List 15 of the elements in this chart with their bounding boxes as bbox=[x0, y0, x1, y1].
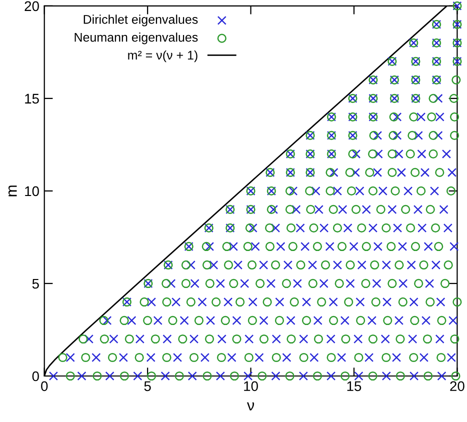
x-tick-label: 0 bbox=[41, 381, 48, 392]
legend-label: m² = ν(ν + 1) bbox=[128, 50, 198, 62]
y-tick-label: 20 bbox=[24, 1, 39, 12]
legend-label: Neumann eigenvalues bbox=[74, 32, 198, 44]
x-tick-label: 5 bbox=[144, 381, 151, 392]
x-tick-label: 15 bbox=[347, 381, 362, 392]
y-tick-label: 15 bbox=[25, 94, 39, 104]
y-axis-title: m bbox=[8, 186, 17, 196]
y-tick-label: 10 bbox=[25, 186, 39, 196]
legend-label: Dirichlet eigenvalues bbox=[84, 14, 198, 26]
x-tick-label: 10 bbox=[244, 381, 258, 392]
y-tick-label: 5 bbox=[32, 278, 39, 289]
x-axis-title: ν bbox=[246, 402, 254, 410]
y-tick-label: 0 bbox=[32, 371, 39, 382]
x-tick-label: 20 bbox=[450, 381, 464, 392]
